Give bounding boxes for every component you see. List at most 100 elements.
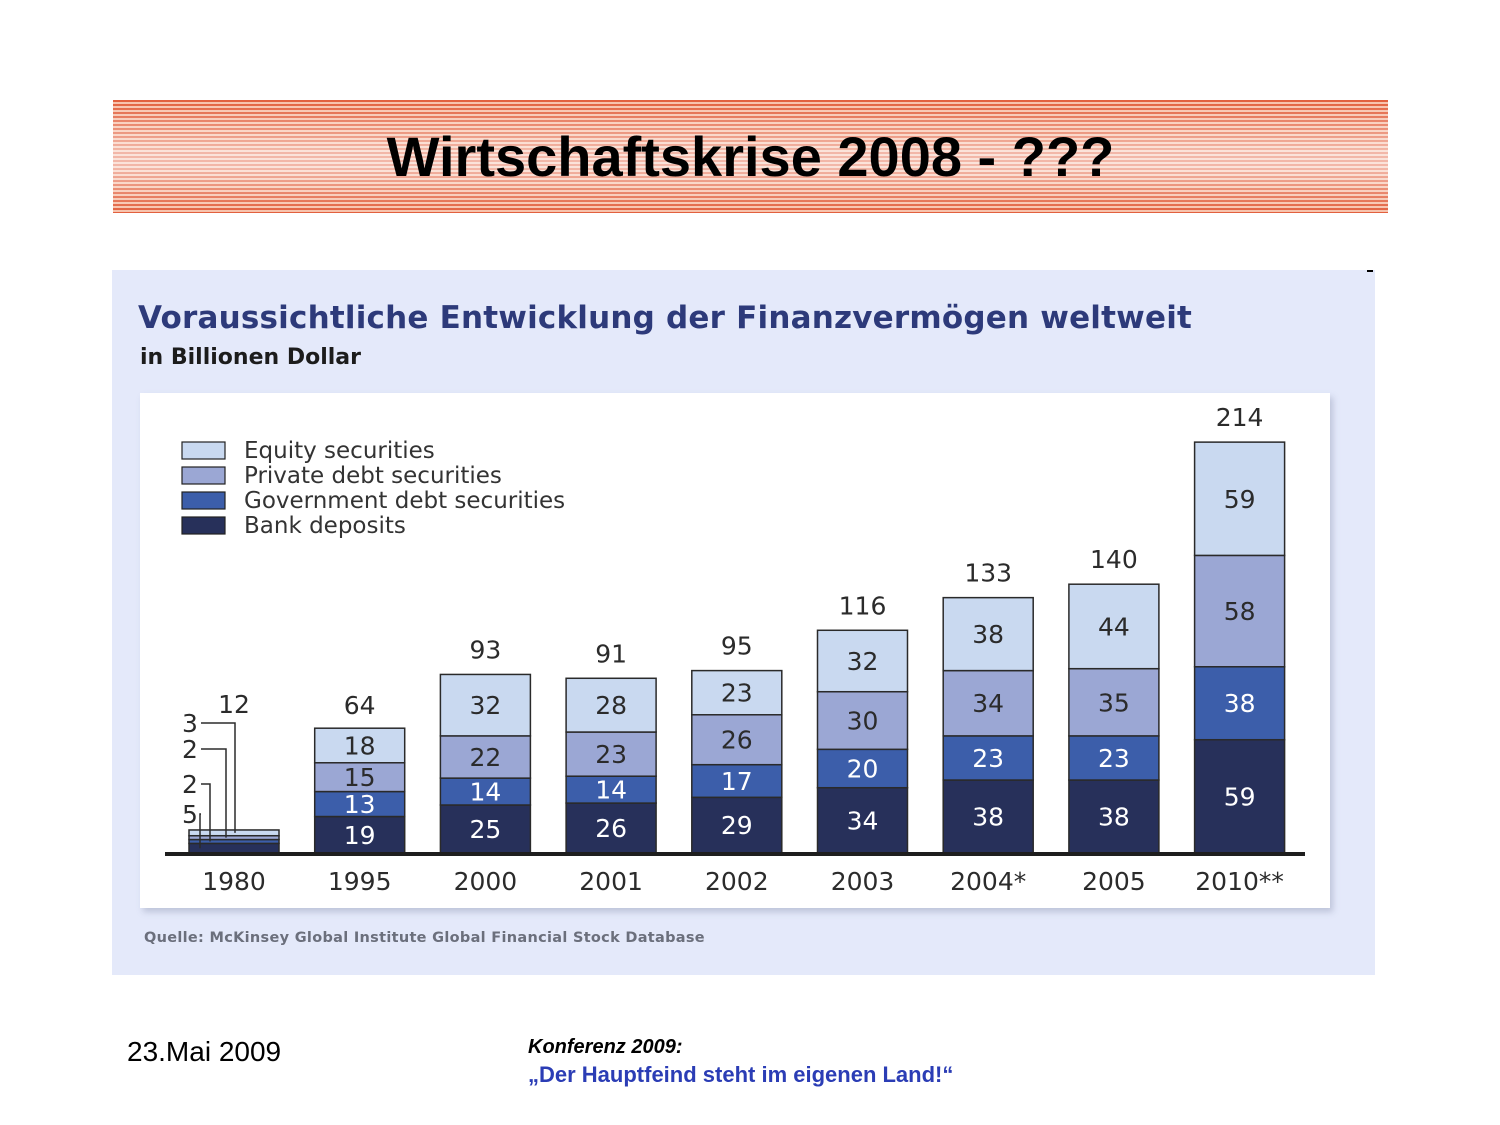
bar-label-2003-equity-securities: 32 [847,647,879,676]
chart-subtitle: in Billionen Dollar [140,345,361,370]
chart-title: Voraussichtliche Entwicklung der Finanzv… [138,300,1193,336]
bar-label-2005-bank-deposits: 38 [1098,803,1130,832]
bar-label-2004-bank-deposits: 38 [972,803,1004,832]
legend-swatch-bank-deposits [181,516,226,535]
bar-label-2003-private-debt-securities: 30 [847,707,879,736]
bar-label-1980-bank-deposits: 5 [182,800,198,829]
bar-2002-equity-securities [691,669,783,716]
bar-label-2002-equity-securities: 23 [721,679,753,708]
bar-label-1980-private-debt-securities: 2 [182,735,198,764]
category-label-2010: 2010** [1195,867,1284,896]
category-label-2000: 2000 [454,867,518,896]
chart-panel: Voraussichtliche Entwicklung der Finanzv… [112,270,1375,975]
bar-label-1980-equity-securities: 3 [182,709,198,738]
bar-2005-bank-deposits [1068,779,1160,854]
total-label-2004: 133 [964,559,1012,588]
bar-2010-equity-securities [1193,441,1286,557]
bar-label-2001-private-debt-securities: 23 [595,740,627,769]
bar-label-1980-government-debt-securities: 2 [182,770,198,799]
legend-swatch-government-debt-securities [181,491,226,510]
bar-label-2001-government-debt-securities: 14 [595,776,627,805]
legend-label-bank-deposits: Bank deposits [244,513,406,539]
leader-line-government-debt-securities [201,783,211,842]
corner-mark [1367,270,1373,272]
bar-2003-bank-deposits [816,786,909,854]
bar-label-2010-bank-deposits: 59 [1224,782,1256,811]
bar-label-2003-bank-deposits: 34 [847,806,879,835]
bar-2005-private-debt-securities [1068,667,1160,737]
bar-label-1995-bank-deposits: 19 [344,821,376,850]
footer-date: 23.Mai 2009 [127,1036,282,1067]
category-label-2002: 2002 [705,867,769,896]
total-label-2010: 214 [1216,403,1264,432]
total-label-2000: 93 [469,635,501,664]
category-label-2001: 2001 [579,867,643,896]
bar-label-2005-equity-securities: 44 [1098,612,1130,641]
bar-2001-government-debt-securities [565,775,657,804]
legend-label-government-debt-securities: Government debt securities [244,488,565,514]
bar-2004-private-debt-securities [942,669,1034,737]
legend-swatch-equity-securities [181,441,226,460]
bar-label-2003-government-debt-securities: 20 [847,755,879,784]
bar-label-2000-bank-deposits: 25 [469,815,501,844]
bar-2000-equity-securities [439,673,532,737]
legend-label-equity-securities: Equity securities [244,438,435,464]
leader-line-equity-securities [201,722,236,833]
category-label-1980: 1980 [202,867,266,896]
bar-1980-equity-securities [188,829,280,837]
banner-gradient [113,100,1388,213]
footer-quote: „Der Hauptfeind steht im eigenen Land!“ [528,1062,954,1087]
bar-label-2005-private-debt-securities: 35 [1098,688,1130,717]
total-label-1995: 64 [344,691,376,720]
bar-label-2001-bank-deposits: 26 [595,814,627,843]
bar-label-2004-equity-securities: 38 [972,620,1004,649]
category-label-2003: 2003 [831,867,895,896]
chart-source: Quelle: McKinsey Global Institute Global… [144,930,705,946]
bar-1980-bank-deposits [188,842,280,854]
bar-2000-bank-deposits [439,804,532,854]
bar-label-2002-government-debt-securities: 17 [721,767,753,796]
bar-2001-private-debt-securities [565,731,657,777]
bar-label-2000-equity-securities: 32 [469,691,501,720]
bar-2002-government-debt-securities [691,763,783,799]
bar-2002-private-debt-securities [691,714,783,766]
bar-2001-equity-securities [565,677,657,733]
legend-swatch-private-debt-securities [181,466,226,485]
total-label-2002: 95 [721,632,753,661]
bar-2000-government-debt-securities [439,777,532,806]
bar-1995-equity-securities [313,727,406,764]
slide-title: Wirtschaftskrise 2008 - ??? [386,125,1115,188]
bar-label-2004-government-debt-securities: 23 [972,744,1004,773]
total-label-2005: 140 [1090,545,1138,574]
category-label-2005: 2005 [1082,867,1146,896]
bar-2003-private-debt-securities [816,690,909,751]
bar-2000-private-debt-securities [439,735,532,779]
bar-label-2010-government-debt-securities: 38 [1224,689,1256,718]
bar-label-2005-government-debt-securities: 23 [1098,744,1130,773]
footer-conference: Konferenz 2009: [528,1036,683,1058]
bar-2005-government-debt-securities [1068,735,1160,781]
bar-2004-bank-deposits [942,779,1034,854]
legend-label-private-debt-securities: Private debt securities [244,463,502,489]
bar-label-2010-private-debt-securities: 58 [1224,597,1256,626]
category-label-2004: 2004* [950,867,1026,896]
bar-2004-equity-securities [942,596,1034,672]
total-label-1980: 12 [218,690,250,719]
bar-label-2010-equity-securities: 59 [1224,485,1256,514]
bar-label-1995-private-debt-securities: 15 [344,763,376,792]
bar-label-2000-government-debt-securities: 14 [469,778,501,807]
bar-label-2001-equity-securities: 28 [595,691,627,720]
leader-line-bank-deposits [199,813,201,849]
title-banner: Wirtschaftskrise 2008 - ??? [113,100,1388,213]
total-label-2003: 116 [839,591,887,620]
total-label-2001: 91 [595,639,627,668]
category-label-1995: 1995 [328,867,392,896]
bar-label-1995-equity-securities: 18 [344,731,376,760]
leader-line-private-debt-securities [201,748,227,838]
bar-label-2004-private-debt-securities: 34 [972,689,1004,718]
bar-label-2000-private-debt-securities: 22 [469,743,501,772]
bar-2003-equity-securities [816,629,909,693]
plot-area: Equity securities Private debt securities… [140,393,1330,908]
bar-2003-government-debt-securities [816,748,909,789]
